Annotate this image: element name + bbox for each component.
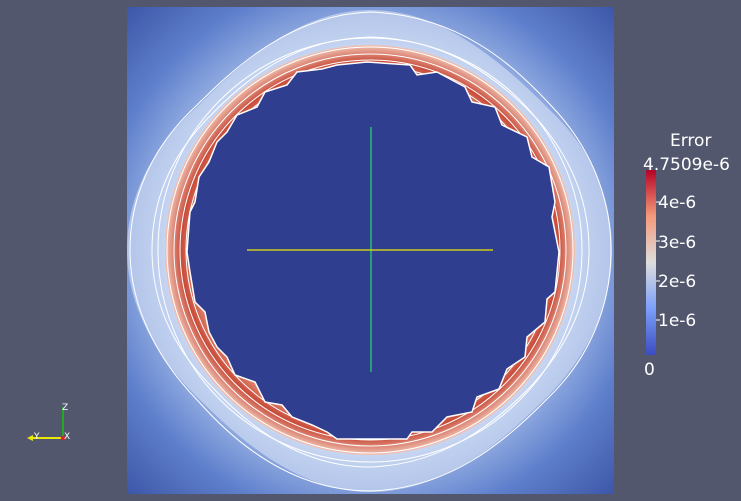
contour-lines	[129, 11, 612, 492]
legend-tick-label: 2e-6	[658, 272, 696, 292]
orientation-axes-widget[interactable]: Z Y X	[24, 400, 74, 445]
legend-colorbar	[646, 170, 656, 355]
legend-ticks	[656, 201, 660, 321]
color-legend: Error 4.7509e-6 4e-6 3e-6 2e-6 1e-6 0	[643, 131, 730, 380]
legend-tick-label: 1e-6	[658, 311, 696, 331]
x-axis-dot	[60, 435, 66, 441]
legend-tick-label: 4e-6	[658, 193, 696, 213]
legend-min-label: 0	[644, 360, 655, 380]
z-axis-label: Z	[62, 403, 68, 413]
error-field-plot	[127, 7, 614, 494]
legend-max-label: 4.7509e-6	[643, 155, 730, 175]
x-axis-label: X	[64, 432, 70, 442]
y-axis-label: Y	[33, 432, 40, 442]
legend-tick-label: 3e-6	[658, 233, 696, 253]
y-axis-arrow	[27, 435, 33, 441]
legend-title: Error	[670, 131, 711, 151]
